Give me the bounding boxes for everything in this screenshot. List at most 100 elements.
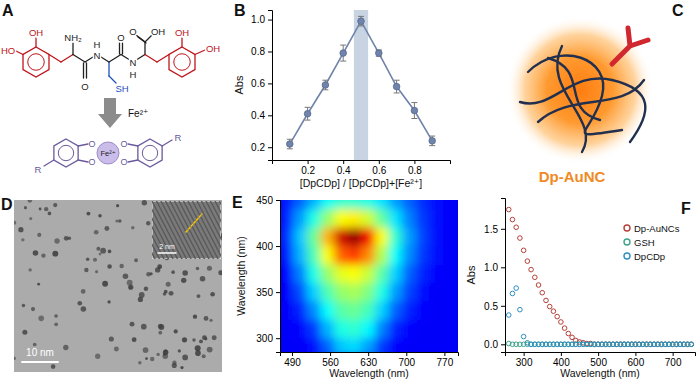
tick: 450 [256,195,280,206]
heatmap-cell [348,246,362,265]
heatmap-cell [443,246,457,265]
tick: 300 [256,333,280,344]
heatmap-cell [361,283,375,302]
heatmap-cell [416,246,430,265]
particle [139,292,145,298]
heatmap-cell [293,338,307,352]
panel-label: F [681,200,691,217]
tick: 1.0 [484,262,505,273]
data-point [540,290,545,295]
heatmap-cell [280,209,294,228]
particle [33,343,37,347]
tick-label: 0.2 [301,165,315,176]
heatmap-cells [280,200,457,352]
particle [114,347,119,352]
y-axis-title: Abs [233,75,245,94]
lattice-fringe [175,201,205,259]
lattice-fringe [152,201,182,259]
y-axis-line [268,11,273,161]
plot-area [506,207,693,346]
atom-label: O [117,32,124,43]
heatmap-cell [429,228,443,247]
lattice-fringe [166,201,196,259]
error-bar-part [287,139,293,140]
particle [27,200,32,203]
x-axis: 0.20.40.60.8 [273,160,451,176]
error-bar-part [411,102,417,103]
heatmap-cell [389,200,403,210]
y-axis-title: Wavelength (nm) [235,236,247,316]
scale-bar [22,361,58,363]
particle [95,270,98,273]
heatmap-cell [280,228,294,247]
plot-area [287,10,436,160]
catechol-ring [23,47,49,77]
particle [38,315,44,321]
data-line [290,21,432,144]
bond [16,51,23,55]
particle [174,329,178,333]
scale-label: 10 nm [26,347,54,358]
particle [193,314,197,318]
heatmap-cell [321,320,335,339]
particle [54,238,59,243]
error-bar [340,45,346,61]
heatmap-cell [293,200,307,210]
heatmap-cell [389,301,403,320]
heatmap-cell [429,283,443,302]
heatmap-cell [280,283,294,302]
y-axis: 0.20.40.60.81.0 [251,11,272,161]
particle [81,289,86,294]
tem-inset [152,201,221,259]
particle [129,285,133,289]
bond [128,144,138,146]
tick-mark [276,246,280,247]
particle [156,353,159,356]
heatmap-cell [334,301,348,320]
particle [144,287,148,291]
particle [63,345,68,350]
heatmap-cell [416,209,430,228]
tick-mark [368,352,369,356]
heatmap-cell [348,301,362,320]
tick-label: 0.6 [372,165,386,176]
bond [109,55,121,63]
heatmap-cell [416,338,430,352]
particle [52,251,58,257]
y-axis-line [501,199,506,353]
metal-center [97,142,119,164]
bond [157,55,169,63]
legend-label: GSH [634,237,655,248]
bond [162,140,172,146]
lattice-fringe [170,201,200,259]
data-point [514,225,519,230]
error-bar-part [340,61,346,62]
ligand-group [612,28,648,64]
tick-mark [524,352,525,356]
heatmap-cell [443,320,457,339]
heatmap-cell [280,200,294,210]
heatmap-cell [280,264,294,283]
heatmap-cell [293,264,307,283]
tick-label: 350 [256,287,273,298]
heatmap-cell [429,209,443,228]
substituent-label: R [35,164,42,175]
heatmap-cell [429,320,443,339]
heatmap-cell [389,246,403,265]
heatmap-cell [307,228,321,247]
panel-label: C [672,2,684,19]
data-point [340,50,347,57]
tick-mark [598,352,599,356]
heatmap-cell [307,338,321,352]
particle [204,316,209,321]
heatmap-cell [361,338,375,352]
tick-label: 490 [284,357,301,368]
heatmap-cell [334,246,348,265]
atom-label: OH [175,27,189,38]
tick-label: 300 [256,333,273,344]
particle [107,264,112,269]
data-point [510,291,515,296]
heatmap-cell [389,264,403,283]
error-bar [394,80,400,93]
data-series [506,207,693,346]
